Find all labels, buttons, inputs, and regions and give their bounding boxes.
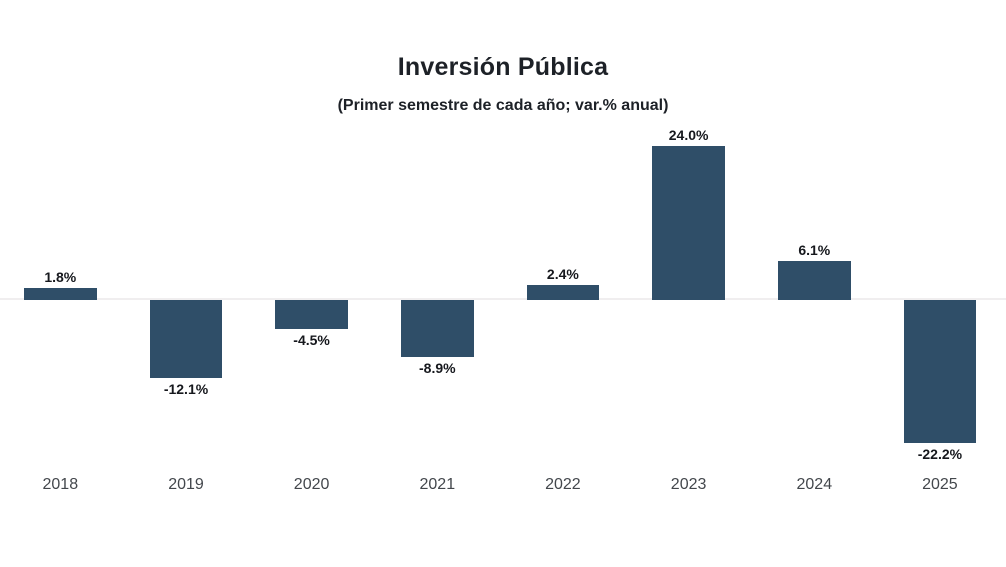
bar-2021 <box>401 300 474 358</box>
x-axis-label: 2024 <box>796 476 833 493</box>
x-axis-label: 2025 <box>922 476 958 493</box>
chart-subtitle: (Primer semestre de cada año; var.% anua… <box>337 97 669 114</box>
bar-2019 <box>149 300 223 378</box>
bar-value-label: 6.1% <box>798 241 831 258</box>
x-axis-label: 2020 <box>293 476 330 493</box>
bar-2022 <box>526 284 600 300</box>
bar-value-label: -22.2% <box>917 445 963 462</box>
x-axis-label: 2019 <box>168 476 204 493</box>
bar-2025 <box>903 300 977 443</box>
x-axis-label: 2018 <box>42 476 79 493</box>
bar-value-label: -12.1% <box>163 380 209 397</box>
x-axis-label: 2022 <box>545 476 581 493</box>
bar-2020 <box>275 300 348 329</box>
bar-value-label: 24.0% <box>668 126 709 143</box>
bar-value-label: 2.4% <box>546 265 579 282</box>
bar-value-label: -4.5% <box>293 331 330 348</box>
bar-value-label: 1.8% <box>44 269 77 286</box>
zero-axis-line <box>0 298 1006 300</box>
bar-2024 <box>778 260 851 300</box>
x-axis-label: 2023 <box>670 476 707 493</box>
bar-value-label: -8.9% <box>419 360 456 377</box>
chart-title: Inversión Pública <box>397 53 609 81</box>
bar-2018 <box>24 288 97 300</box>
x-axis-label: 2021 <box>419 476 456 493</box>
bar-2023 <box>652 145 725 300</box>
